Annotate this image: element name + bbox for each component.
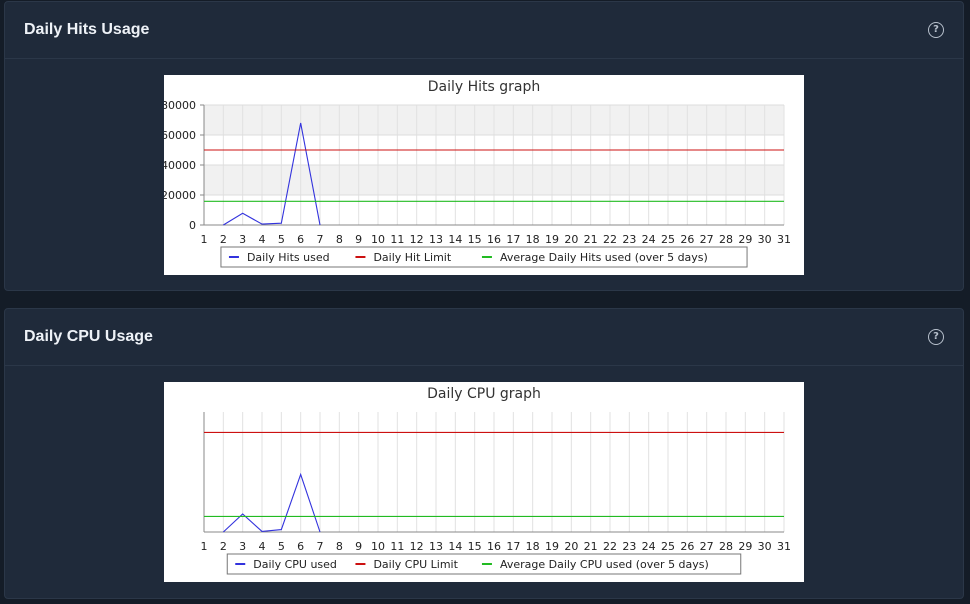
legend-entry: Daily CPU used — [253, 558, 337, 571]
x-tick-label: 28 — [719, 233, 733, 246]
y-tick-label: 60000 — [164, 129, 196, 142]
x-tick-label: 8 — [336, 540, 343, 553]
card-header: Daily Hits Usage ? — [5, 2, 963, 59]
x-tick-label: 30 — [758, 233, 772, 246]
x-tick-label: 26 — [680, 233, 694, 246]
x-tick-label: 12 — [410, 540, 424, 553]
x-tick-label: 31 — [777, 233, 791, 246]
x-tick-label: 11 — [390, 233, 404, 246]
x-tick-label: 13 — [429, 233, 443, 246]
question-circle-icon[interactable]: ? — [928, 329, 944, 345]
x-tick-label: 16 — [487, 540, 501, 553]
x-tick-label: 10 — [371, 540, 385, 553]
x-tick-label: 31 — [777, 540, 791, 553]
x-tick-label: 28 — [719, 540, 733, 553]
x-tick-label: 20 — [564, 540, 578, 553]
chart-title: Daily CPU graph — [427, 386, 541, 402]
x-tick-label: 11 — [390, 540, 404, 553]
x-tick-label: 27 — [700, 233, 714, 246]
legend-entry: Average Daily CPU used (over 5 days) — [500, 558, 709, 571]
x-tick-label: 4 — [259, 233, 266, 246]
x-tick-label: 9 — [355, 540, 362, 553]
x-tick-label: 24 — [642, 233, 656, 246]
daily-hits-graph: Daily Hits graph 0 20000 40000 60000 80000 1 2 3… — [164, 75, 804, 275]
x-tick-label: 10 — [371, 233, 385, 246]
y-tick-label: 20000 — [164, 189, 196, 202]
y-tick-label: 40000 — [164, 159, 196, 172]
x-tick-label: 23 — [622, 233, 636, 246]
x-tick-label: 30 — [758, 540, 772, 553]
x-tick-label: 14 — [448, 233, 462, 246]
chart-title: Daily Hits graph — [428, 79, 541, 95]
x-tick-label: 14 — [448, 540, 462, 553]
x-tick-label: 22 — [603, 233, 617, 246]
x-tick-label: 21 — [584, 233, 598, 246]
x-tick-label: 9 — [355, 233, 362, 246]
x-tick-label: 25 — [661, 233, 675, 246]
x-tick-label: 23 — [622, 540, 636, 553]
legend-entry: Average Daily Hits used (over 5 days) — [500, 251, 708, 264]
card-header: Daily CPU Usage ? — [5, 309, 963, 366]
x-tick-label: 27 — [700, 540, 714, 553]
x-tick-label: 20 — [564, 233, 578, 246]
x-tick-label: 21 — [584, 540, 598, 553]
x-tick-label: 24 — [642, 540, 656, 553]
x-tick-label: 19 — [545, 233, 559, 246]
x-tick-label: 12 — [410, 233, 424, 246]
card-title: Daily Hits Usage — [24, 21, 150, 38]
x-tick-label: 15 — [468, 540, 482, 553]
card-title: Daily CPU Usage — [24, 328, 153, 345]
x-tick-label: 2 — [220, 233, 227, 246]
x-tick-label: 1 — [201, 233, 208, 246]
x-tick-label: 3 — [239, 540, 246, 553]
x-tick-label: 5 — [278, 233, 285, 246]
daily-cpu-graph: Daily CPU graph 1 2 3 4 5 6 7 8 9 10 11 12 13 14 15 16 17… — [164, 382, 804, 582]
x-tick-label: 18 — [526, 540, 540, 553]
x-tick-label: 13 — [429, 540, 443, 553]
x-tick-label: 19 — [545, 540, 559, 553]
x-tick-label: 8 — [336, 233, 343, 246]
x-tick-label: 29 — [738, 540, 752, 553]
legend-entry: Daily CPU Limit — [373, 558, 458, 571]
daily-cpu-card: Daily CPU Usage ? Daily CPU graph 1 2 3 4 5 6 7… — [4, 308, 964, 599]
x-tick-label: 17 — [506, 540, 520, 553]
x-tick-label: 5 — [278, 540, 285, 553]
x-tick-label: 29 — [738, 233, 752, 246]
x-tick-label: 17 — [506, 233, 520, 246]
series-line — [222, 472, 321, 533]
x-tick-label: 3 — [239, 233, 246, 246]
y-tick-label: 0 — [189, 219, 196, 232]
x-tick-label: 6 — [297, 540, 304, 553]
x-tick-label: 7 — [317, 233, 324, 246]
y-tick-label: 80000 — [164, 99, 196, 112]
x-tick-label: 26 — [680, 540, 694, 553]
x-tick-label: 6 — [297, 233, 304, 246]
x-tick-label: 7 — [317, 540, 324, 553]
legend-entry: Daily Hit Limit — [373, 251, 451, 264]
x-tick-label: 25 — [661, 540, 675, 553]
x-tick-label: 16 — [487, 233, 501, 246]
x-tick-label: 15 — [468, 233, 482, 246]
x-tick-label: 18 — [526, 233, 540, 246]
legend-entry: Daily Hits used — [247, 251, 330, 264]
series-line — [223, 122, 321, 226]
x-tick-label: 2 — [220, 540, 227, 553]
x-tick-label: 4 — [259, 540, 266, 553]
x-tick-label: 22 — [603, 540, 617, 553]
question-circle-icon[interactable]: ? — [928, 22, 944, 38]
daily-hits-card: Daily Hits Usage ? Daily Hits graph 0 2000… — [4, 1, 964, 291]
x-tick-label: 1 — [201, 540, 208, 553]
